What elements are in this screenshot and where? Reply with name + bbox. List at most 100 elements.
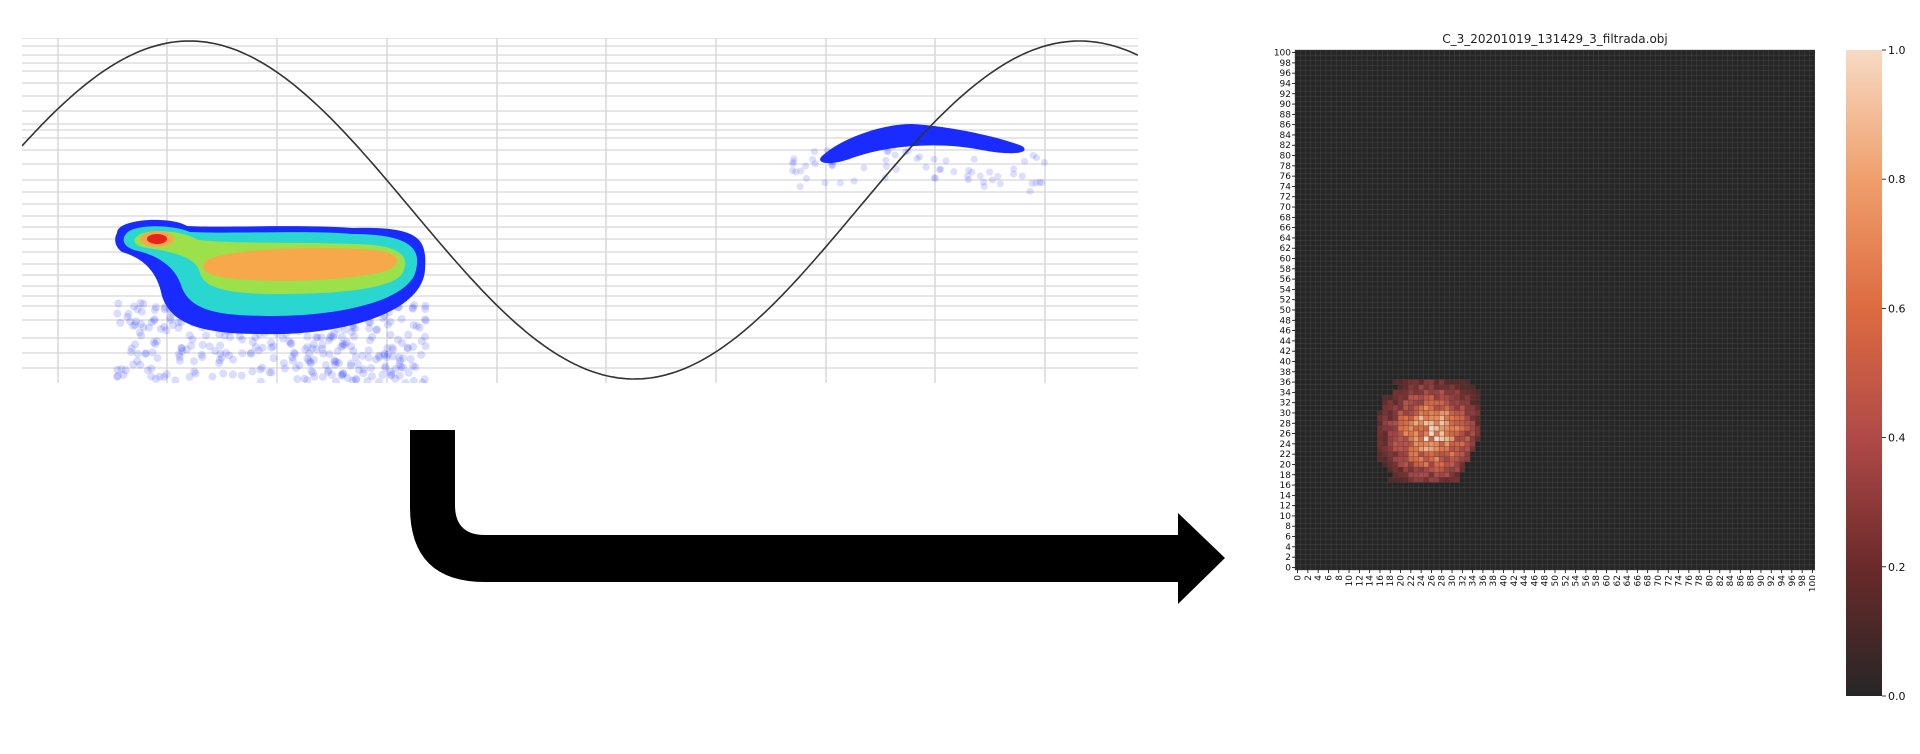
scatter-point	[395, 371, 404, 380]
heatmap-cell	[1470, 384, 1476, 390]
scatter-point	[174, 318, 183, 327]
heatmap-cell	[1449, 425, 1455, 431]
x-tick-label: 6	[1324, 575, 1334, 581]
scatter-point	[980, 183, 988, 191]
scatter-point	[403, 344, 412, 353]
heatmap-cell	[1418, 405, 1424, 411]
x-tick-label: 38	[1489, 575, 1499, 587]
heatmap-cell	[1449, 415, 1455, 421]
y-tick-label: 80	[1280, 152, 1292, 162]
heatmap-cell	[1439, 415, 1445, 421]
scatter-point	[420, 375, 429, 383]
scatter-point	[126, 317, 135, 326]
heatmap-cell	[1403, 467, 1409, 473]
scatter-point	[137, 331, 146, 340]
scatter-point	[305, 349, 314, 358]
heatmap-cell	[1413, 456, 1419, 462]
heatmap-cell	[1392, 379, 1398, 385]
scatter-point	[162, 326, 171, 335]
scatter-point	[306, 359, 315, 368]
scatter-point	[301, 345, 310, 354]
scatter-point	[332, 358, 341, 367]
heatmap-cell	[1444, 446, 1450, 452]
heatmap-cell	[1449, 394, 1455, 401]
heatmap-cell	[1454, 394, 1460, 401]
heatmap-cell	[1418, 410, 1424, 416]
heatmap-cell	[1397, 472, 1404, 478]
scatter-point	[330, 357, 339, 366]
scatter-point	[1021, 157, 1029, 165]
heatmap-cell	[1397, 379, 1404, 385]
scatter-point	[300, 374, 309, 383]
heatmap-cell	[1470, 394, 1476, 401]
heatmap-cell	[1423, 441, 1429, 447]
heatmap-cell	[1387, 425, 1393, 431]
scatter-point	[789, 160, 797, 168]
scatter-point	[386, 367, 395, 376]
heatmap-cell	[1464, 405, 1471, 411]
heatmap-cell	[1418, 394, 1424, 401]
scatter-point	[290, 349, 299, 358]
colorbar-tick-label: 0.8	[1888, 173, 1906, 186]
heatmap-cell	[1470, 420, 1476, 426]
scatter-point	[269, 354, 278, 363]
x-tick-label: 32	[1458, 575, 1468, 586]
scatter-point	[216, 349, 225, 358]
x-tick-label: 0	[1294, 575, 1304, 581]
scatter-point	[970, 155, 978, 163]
x-axis-ticks: 0 2 4 6 8 10 12 14 16 18 20 22 24 26 28 30 32 34 36 38 40 42 4…	[1294, 570, 1815, 592]
scatter-point	[821, 179, 829, 187]
heatmap-cell	[1418, 472, 1424, 478]
x-tick-label: 54	[1572, 575, 1582, 587]
y-tick-label: 78	[1280, 162, 1292, 172]
scatter-point	[348, 376, 357, 383]
y-tick-label: 28	[1280, 419, 1292, 429]
heatmap-cell	[1408, 456, 1414, 462]
heatmap-cell	[1413, 425, 1419, 431]
heatmap-cell	[1428, 389, 1435, 395]
heatmap-cell	[1397, 394, 1404, 401]
scatter-point	[976, 172, 984, 180]
scatter-point	[389, 345, 398, 354]
scatter-point	[792, 168, 800, 176]
heatmap-cell	[1428, 384, 1435, 390]
heatmap-cell	[1382, 394, 1388, 401]
scatter-point	[950, 168, 958, 176]
heatmap-cell	[1449, 420, 1455, 426]
heatmap-cell	[1387, 394, 1393, 401]
scatter-point	[131, 320, 140, 329]
heatmap-cell	[1439, 384, 1445, 390]
scatter-point	[790, 158, 798, 166]
scatter-point	[372, 325, 381, 334]
heatmap-cell	[1382, 446, 1388, 452]
colorbar-tick-label: 0.6	[1888, 302, 1906, 315]
heatmap-cell	[1428, 477, 1435, 483]
heatmap-cell	[1408, 436, 1414, 442]
heatmap-cell	[1397, 436, 1404, 442]
scatter-point	[375, 353, 384, 362]
heatmap-cell	[1428, 430, 1435, 437]
scatter-point	[248, 367, 257, 376]
x-tick-label: 22	[1407, 575, 1417, 586]
scatter-point	[403, 343, 412, 352]
heatmap-cell	[1439, 472, 1445, 478]
heatmap-chart: 0246810121416182022242628303234363840424…	[1274, 49, 1815, 592]
heatmap-cell	[1439, 394, 1445, 401]
heatmap-cell	[1403, 410, 1409, 416]
scatter-point	[892, 165, 900, 173]
scatter-point	[238, 349, 247, 358]
heatmap-cell	[1449, 441, 1455, 447]
y-tick-label: 92	[1280, 90, 1291, 100]
x-tick-label: 20	[1397, 575, 1407, 587]
scatter-point	[1026, 187, 1034, 195]
heatmap-cell	[1392, 410, 1398, 416]
heatmap-cell	[1418, 451, 1424, 457]
scatter-point	[151, 374, 160, 383]
scatter-point	[215, 359, 224, 368]
heatmap-cell	[1392, 400, 1398, 406]
x-tick-label: 94	[1778, 575, 1788, 587]
heatmap-cell	[1397, 405, 1404, 411]
heatmap-cells	[1377, 379, 1481, 483]
scatter-point	[151, 303, 160, 312]
scatter-point	[387, 370, 396, 379]
